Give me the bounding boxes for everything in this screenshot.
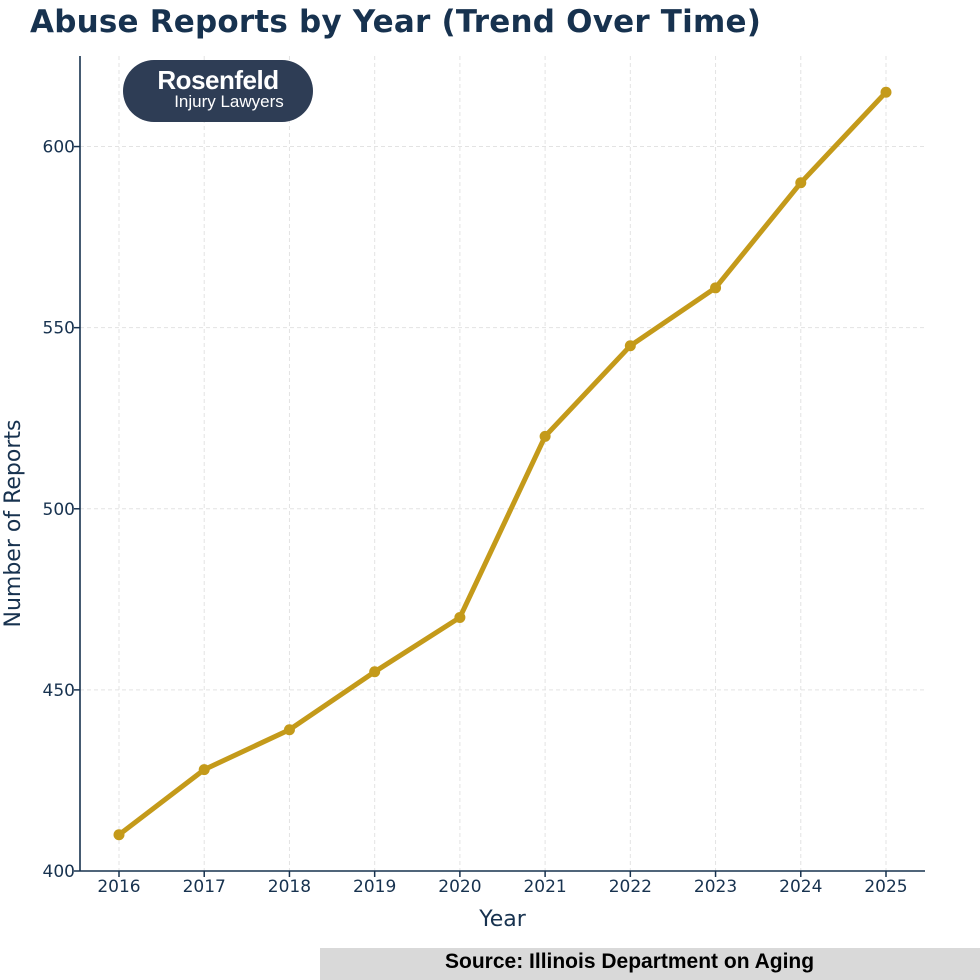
y-tick-label: 600	[43, 138, 75, 158]
y-axis-title: Number of Reports	[1, 420, 26, 628]
x-tick-label: 2019	[353, 877, 396, 897]
source-text: Source: Illinois Department on Aging	[445, 950, 815, 973]
data-point	[369, 666, 381, 678]
data-point	[539, 430, 551, 442]
x-tick-label: 2018	[268, 877, 311, 897]
logo-name: Rosenfeld	[157, 65, 279, 95]
axes	[74, 56, 925, 877]
x-tick-label: 2016	[97, 877, 140, 897]
x-tick-label: 2020	[438, 877, 481, 897]
series-layer	[113, 86, 892, 841]
rosenfeld-logo: Rosenfeld Injury Lawyers	[123, 60, 313, 122]
chart-title: Abuse Reports by Year (Trend Over Time)	[30, 4, 762, 40]
y-tick-label: 400	[43, 862, 75, 882]
x-tick-label: 2025	[864, 877, 907, 897]
y-tick-label: 500	[43, 500, 75, 520]
x-axis-title: Year	[478, 907, 527, 932]
source-banner: Source: Illinois Department on Aging	[320, 948, 980, 980]
y-tick-label: 450	[43, 681, 75, 701]
tick-labels: 400 450 500 550 600 2016 2017 2018 2019 2020 2021 2…	[43, 138, 908, 897]
data-point	[113, 829, 125, 841]
grid-lines	[80, 56, 925, 871]
y-tick-label: 550	[43, 319, 75, 339]
data-point	[283, 724, 295, 736]
data-point	[880, 86, 892, 98]
data-point	[795, 177, 807, 189]
data-point	[624, 340, 636, 352]
logo-tagline: Injury Lawyers	[174, 92, 284, 111]
x-tick-label: 2021	[523, 877, 566, 897]
data-point	[454, 611, 466, 623]
x-tick-label: 2023	[694, 877, 737, 897]
x-tick-label: 2022	[609, 877, 652, 897]
data-point	[710, 282, 722, 294]
series-line	[116, 89, 889, 838]
x-tick-label: 2017	[183, 877, 226, 897]
x-tick-label: 2024	[779, 877, 822, 897]
data-point	[198, 764, 210, 776]
